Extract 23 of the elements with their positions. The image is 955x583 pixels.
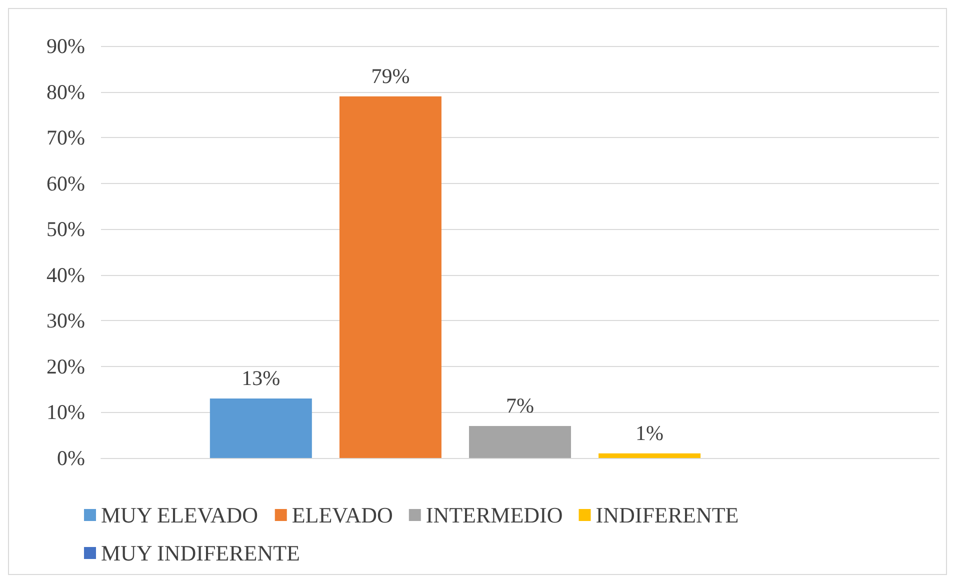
y-tick-label: 10% [46,400,85,424]
y-tick-label: 90% [46,34,85,58]
bar [210,398,312,458]
legend-label: MUY ELEVADO [101,502,258,528]
legend-label: INDIFERENTE [596,502,739,528]
data-label: 7% [506,393,534,418]
y-tick-label: 0% [57,446,85,470]
y-tick-label: 20% [46,354,85,378]
legend-label: MUY INDIFERENTE [101,540,300,566]
legend-label: INTERMEDIO [426,502,563,528]
bar [339,96,442,458]
data-label: 79% [371,64,410,88]
bar [598,453,701,458]
y-tick-label: 30% [46,308,85,333]
y-tick-label: 50% [46,217,85,242]
y-tick-label: 60% [46,171,85,196]
y-tick-label: 40% [46,262,85,287]
legend-label: ELEVADO [292,502,393,528]
data-label: 1% [636,420,664,445]
data-label: 13% [242,366,280,390]
y-tick-label: 80% [46,80,85,104]
bar [469,426,571,458]
y-tick-label: 70% [46,126,85,150]
